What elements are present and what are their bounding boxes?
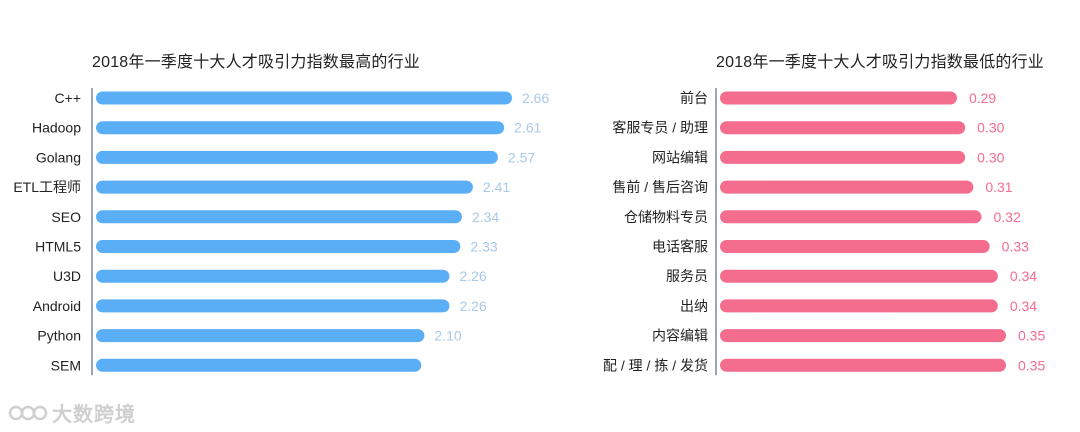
bar — [96, 150, 498, 164]
value-label: 0.32 — [993, 209, 1020, 225]
value-label: 2.61 — [514, 120, 541, 136]
value-label: 2.34 — [472, 209, 499, 225]
bar — [720, 269, 998, 283]
value-label: 0.34 — [1010, 268, 1037, 284]
bar — [96, 210, 462, 224]
category-label: 网站编辑 — [652, 149, 708, 165]
bar — [96, 329, 425, 343]
category-label: U3D — [53, 268, 81, 284]
value-label: 0.30 — [977, 120, 1004, 136]
category-label: C++ — [55, 90, 81, 106]
chart-panel-lowest: 2018年一季度十大人才吸引力指数最低的行业 前台 0.29 客服专员 / 助理 0.… — [560, 0, 1080, 432]
bar — [720, 121, 966, 135]
value-label: 2.66 — [522, 90, 549, 106]
category-label: Android — [33, 298, 81, 314]
category-label: 配 / 理 / 拣 / 发货 — [603, 357, 708, 373]
value-label: 0.35 — [1018, 357, 1045, 373]
value-label: 2.33 — [470, 239, 497, 255]
value-label: 2.41 — [483, 179, 510, 195]
bar — [96, 299, 450, 313]
value-label: 2.26 — [459, 298, 486, 314]
bar — [720, 299, 998, 313]
bar — [96, 240, 461, 253]
category-label: 服务员 — [666, 268, 708, 284]
value-label: 0.34 — [1010, 298, 1037, 314]
chart-title-highest: 2018年一季度十大人才吸引力指数最高的行业 — [92, 54, 420, 71]
bar — [720, 210, 982, 224]
watermark: 大数跨境 — [8, 398, 136, 427]
bar — [720, 180, 974, 194]
bar — [96, 358, 422, 372]
bar-chart-highest: C++ 2.66 Hadoop 2.61 Golang 2.57 ETL工程师 2.41 SEO… — [13, 88, 549, 376]
bar — [96, 91, 512, 105]
value-label: 0.33 — [1002, 239, 1029, 255]
category-label: Python — [37, 328, 81, 344]
bar — [96, 121, 505, 135]
value-label: 0.31 — [985, 179, 1012, 195]
bar — [720, 240, 990, 253]
bar — [720, 91, 957, 105]
chart-title-lowest: 2018年一季度十大人才吸引力指数最低的行业 — [716, 54, 1044, 71]
category-label: HTML5 — [35, 239, 81, 255]
watermark-logo-icon — [8, 405, 48, 420]
value-label: 2.57 — [508, 149, 535, 165]
category-label: SEM — [51, 357, 81, 373]
bar — [720, 358, 1006, 372]
category-label: 客服专员 / 助理 — [612, 120, 708, 136]
category-label: 售前 / 售后咨询 — [612, 179, 708, 195]
bar — [720, 329, 1006, 343]
bar-chart-lowest: 前台 0.29 客服专员 / 助理 0.30 网站编辑 0.30 售前 / 售后咨询 0.31… — [603, 88, 1045, 376]
bar — [96, 269, 450, 283]
category-label: 出纳 — [680, 298, 708, 314]
bar — [96, 180, 473, 194]
value-label: 0.35 — [1018, 328, 1045, 344]
value-label: 0.29 — [969, 90, 996, 106]
watermark-text: 大数跨境 — [52, 404, 136, 426]
category-label: 仓储物料专员 — [624, 209, 708, 225]
category-label: Golang — [36, 149, 81, 165]
category-label: SEO — [51, 209, 81, 225]
category-label: 前台 — [680, 90, 708, 106]
chart-panel-highest: 2018年一季度十大人才吸引力指数最高的行业 C++ 2.66 Hadoop 2.61… — [13, 54, 549, 376]
category-label: 电话客服 — [652, 239, 708, 255]
category-label: Hadoop — [32, 120, 81, 136]
category-label: ETL工程师 — [13, 179, 81, 195]
category-label: 内容编辑 — [652, 328, 708, 344]
value-label: 0.30 — [977, 149, 1004, 165]
value-label: 2.10 — [434, 328, 461, 344]
value-label: 2.26 — [459, 268, 486, 284]
bar — [720, 150, 966, 164]
